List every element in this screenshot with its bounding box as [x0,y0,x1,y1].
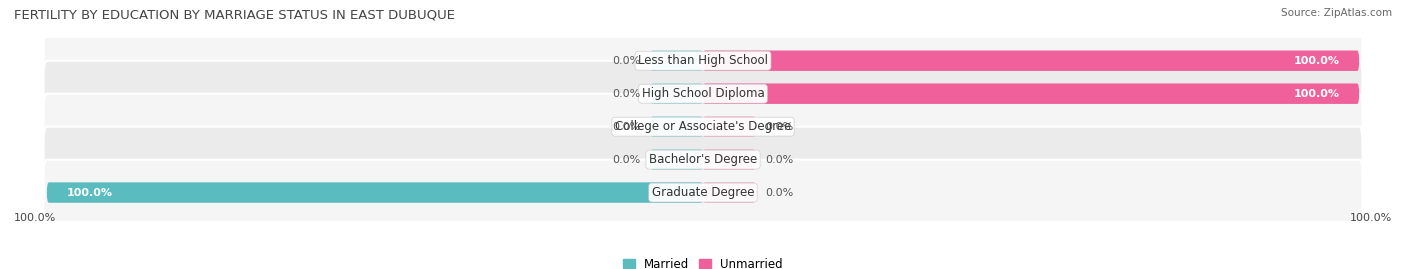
FancyBboxPatch shape [703,51,1360,71]
FancyBboxPatch shape [703,116,755,137]
Text: 0.0%: 0.0% [613,155,641,165]
Text: 0.0%: 0.0% [613,122,641,132]
Text: 0.0%: 0.0% [765,122,793,132]
Text: 100.0%: 100.0% [14,213,56,223]
Text: 100.0%: 100.0% [66,187,112,197]
Text: 100.0%: 100.0% [1350,213,1392,223]
FancyBboxPatch shape [651,116,703,137]
Text: 0.0%: 0.0% [765,155,793,165]
FancyBboxPatch shape [651,149,703,170]
FancyBboxPatch shape [703,182,755,203]
Text: 0.0%: 0.0% [613,56,641,66]
Text: 100.0%: 100.0% [1294,89,1340,99]
FancyBboxPatch shape [651,83,703,104]
Text: FERTILITY BY EDUCATION BY MARRIAGE STATUS IN EAST DUBUQUE: FERTILITY BY EDUCATION BY MARRIAGE STATU… [14,8,456,21]
Text: 0.0%: 0.0% [613,89,641,99]
Text: High School Diploma: High School Diploma [641,87,765,100]
Text: 0.0%: 0.0% [765,187,793,197]
Text: Graduate Degree: Graduate Degree [652,186,754,199]
FancyBboxPatch shape [44,94,1362,160]
Text: 100.0%: 100.0% [1294,56,1340,66]
Legend: Married, Unmarried: Married, Unmarried [620,256,786,269]
FancyBboxPatch shape [703,83,1360,104]
FancyBboxPatch shape [44,160,1362,225]
Text: College or Associate's Degree: College or Associate's Degree [614,120,792,133]
FancyBboxPatch shape [44,127,1362,193]
FancyBboxPatch shape [44,61,1362,127]
Text: Less than High School: Less than High School [638,54,768,67]
Text: Source: ZipAtlas.com: Source: ZipAtlas.com [1281,8,1392,18]
Text: Bachelor's Degree: Bachelor's Degree [650,153,756,166]
FancyBboxPatch shape [703,149,755,170]
FancyBboxPatch shape [46,182,703,203]
FancyBboxPatch shape [44,28,1362,94]
FancyBboxPatch shape [651,51,703,71]
